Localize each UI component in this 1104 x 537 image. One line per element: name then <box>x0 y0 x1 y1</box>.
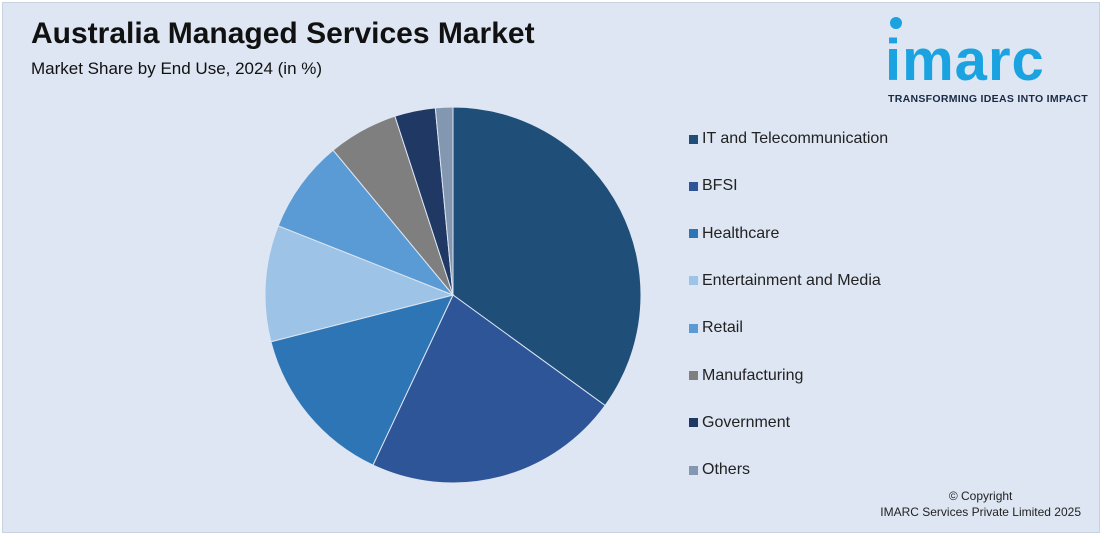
legend-item: Healthcare <box>689 223 779 245</box>
legend-item: BFSI <box>689 175 738 197</box>
legend-label: Retail <box>702 319 743 337</box>
logo-wordmark: imarc <box>885 28 1045 93</box>
chart-subtitle: Market Share by End Use, 2024 (in %) <box>31 59 323 78</box>
legend-item: Others <box>689 459 750 481</box>
legend-label: IT and Telecommunication <box>702 130 889 147</box>
pie-chart <box>264 106 642 484</box>
legend-item: Manufacturing <box>689 365 803 387</box>
pie-slice-retail <box>277 149 454 296</box>
logo-dot-icon <box>890 17 902 29</box>
imarc-logo: imarc TRANSFORMING IDEAS INTO IMPACT <box>883 15 1099 110</box>
logo-tagline: TRANSFORMING IDEAS INTO IMPACT <box>888 93 1088 105</box>
legend-item: Government <box>689 412 790 434</box>
copyright-owner: IMARC Services Private Limited 2025 <box>880 505 1081 519</box>
copyright-line: © Copyright <box>948 489 1013 503</box>
legend-label: Government <box>702 413 791 431</box>
legend-item: Retail <box>689 317 743 339</box>
legend-label: Entertainment and Media <box>702 271 881 289</box>
legend-label: Healthcare <box>702 224 780 242</box>
legend-swatch <box>689 465 698 475</box>
pie-slice-healthcare <box>270 294 454 466</box>
pie-slice-others <box>434 106 454 296</box>
legend-label: Manufacturing <box>702 366 804 384</box>
legend-label: Others <box>702 461 751 479</box>
legend-swatch <box>689 418 698 428</box>
chart-title: Australia Managed Services Market <box>31 17 535 50</box>
legend-swatch <box>689 276 698 286</box>
copyright-notice: © Copyright IMARC Services Private Limit… <box>880 488 1081 520</box>
legend-swatch <box>689 181 698 191</box>
pie-slice-entertainment-and-media <box>264 225 455 343</box>
legend-swatch <box>689 323 698 333</box>
legend-item: Entertainment and Media <box>689 270 881 292</box>
legend-item: IT and Telecommunication <box>689 128 888 150</box>
legend-swatch <box>689 134 698 144</box>
pie-slice-it-and-telecommunication <box>452 106 642 407</box>
legend-label: BFSI <box>702 177 738 195</box>
legend-swatch <box>689 371 698 380</box>
legend-swatch <box>689 229 698 239</box>
